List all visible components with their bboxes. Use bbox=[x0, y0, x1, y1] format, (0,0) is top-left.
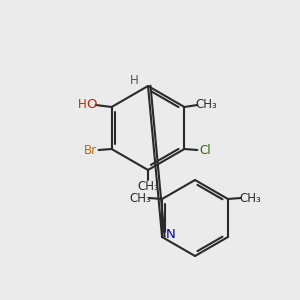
Text: Cl: Cl bbox=[200, 143, 211, 157]
Text: CH₃: CH₃ bbox=[196, 98, 217, 110]
Text: N: N bbox=[166, 229, 176, 242]
Text: CH₃: CH₃ bbox=[129, 191, 151, 205]
Text: CH₃: CH₃ bbox=[239, 191, 261, 205]
Text: H: H bbox=[130, 74, 138, 86]
Text: Br: Br bbox=[84, 143, 97, 157]
Text: H: H bbox=[78, 98, 87, 110]
Text: CH₃: CH₃ bbox=[137, 179, 159, 193]
Text: O: O bbox=[86, 98, 97, 110]
